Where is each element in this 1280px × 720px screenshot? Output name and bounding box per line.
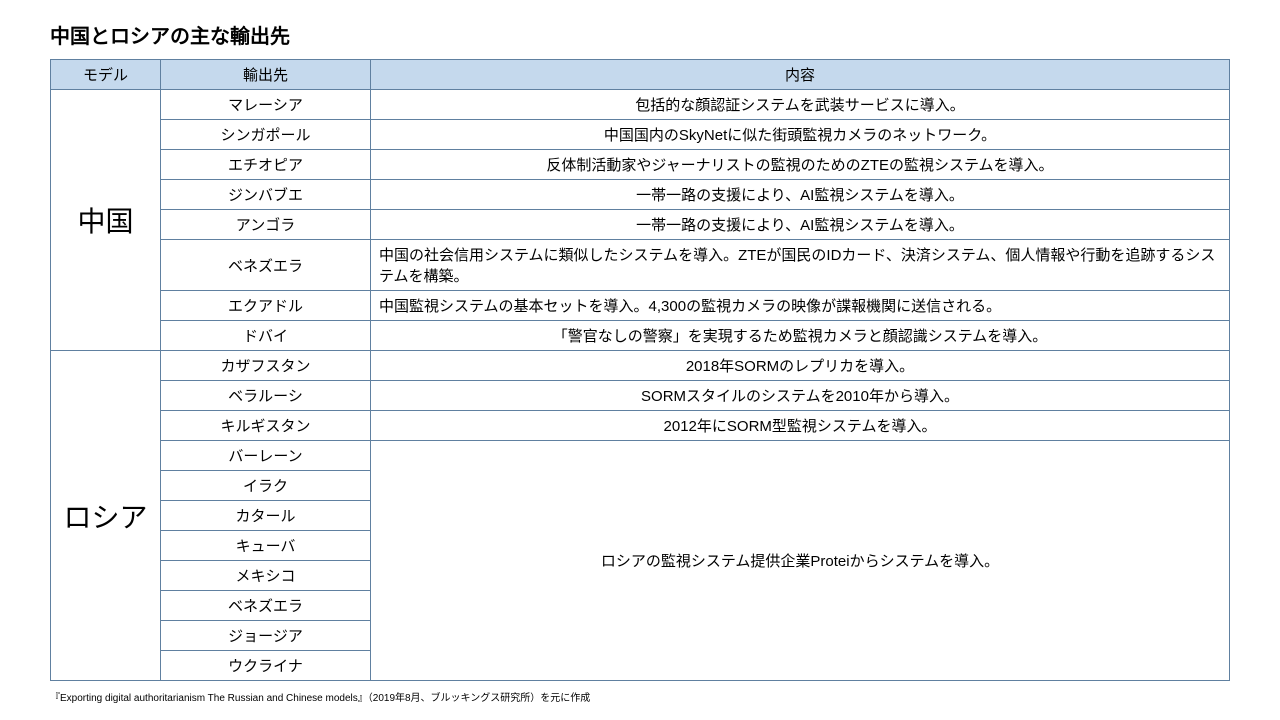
header-row: モデル 輸出先 内容 — [51, 60, 1230, 90]
table-row: ジンバブエ一帯一路の支援により、AI監視システムを導入。 — [51, 180, 1230, 210]
dest-cell: ジョージア — [161, 621, 371, 651]
desc-cell-merged: ロシアの監視システム提供企業Proteiからシステムを導入。 — [371, 441, 1230, 681]
table-row: アンゴラ一帯一路の支援により、AI監視システムを導入。 — [51, 210, 1230, 240]
desc-cell: SORMスタイルのシステムを2010年から導入。 — [371, 381, 1230, 411]
table-row: エチオピア反体制活動家やジャーナリストの監視のためのZTEの監視システムを導入。 — [51, 150, 1230, 180]
desc-cell: 「警官なしの警察」を実現するため監視カメラと顔認識システムを導入。 — [371, 321, 1230, 351]
dest-cell: エクアドル — [161, 291, 371, 321]
model-russia: ロシア — [51, 351, 161, 681]
dest-cell: ベネズエラ — [161, 591, 371, 621]
table-row: ドバイ「警官なしの警察」を実現するため監視カメラと顔認識システムを導入。 — [51, 321, 1230, 351]
dest-cell: アンゴラ — [161, 210, 371, 240]
dest-cell: ベラルーシ — [161, 381, 371, 411]
table-row: シンガポール中国国内のSkyNetに似た街頭監視カメラのネットワーク。 — [51, 120, 1230, 150]
table-row: キルギスタン2012年にSORM型監視システムを導入。 — [51, 411, 1230, 441]
desc-cell: 中国監視システムの基本セットを導入。4,300の監視カメラの映像が諜報機関に送信… — [371, 291, 1230, 321]
dest-cell: エチオピア — [161, 150, 371, 180]
desc-cell: 一帯一路の支援により、AI監視システムを導入。 — [371, 180, 1230, 210]
desc-cell: 中国の社会信用システムに類似したシステムを導入。ZTEが国民のIDカード、決済シ… — [371, 240, 1230, 291]
header-desc: 内容 — [371, 60, 1230, 90]
table-row: 中国マレーシア包括的な顔認証システムを武装サービスに導入。 — [51, 90, 1230, 120]
dest-cell: メキシコ — [161, 561, 371, 591]
dest-cell: カタール — [161, 501, 371, 531]
dest-cell: ドバイ — [161, 321, 371, 351]
dest-cell: バーレーン — [161, 441, 371, 471]
dest-cell: シンガポール — [161, 120, 371, 150]
page-title: 中国とロシアの主な輸出先 — [50, 20, 1230, 49]
dest-cell: ウクライナ — [161, 651, 371, 681]
header-dest: 輸出先 — [161, 60, 371, 90]
desc-cell: 反体制活動家やジャーナリストの監視のためのZTEの監視システムを導入。 — [371, 150, 1230, 180]
source-note: 『Exporting digital authoritarianism The … — [50, 689, 1230, 704]
desc-cell: 包括的な顔認証システムを武装サービスに導入。 — [371, 90, 1230, 120]
desc-cell: 2012年にSORM型監視システムを導入。 — [371, 411, 1230, 441]
desc-cell: 一帯一路の支援により、AI監視システムを導入。 — [371, 210, 1230, 240]
dest-cell: イラク — [161, 471, 371, 501]
table-row: エクアドル中国監視システムの基本セットを導入。4,300の監視カメラの映像が諜報… — [51, 291, 1230, 321]
table-row: ロシアカザフスタン2018年SORMのレプリカを導入。 — [51, 351, 1230, 381]
model-china: 中国 — [51, 90, 161, 351]
header-model: モデル — [51, 60, 161, 90]
desc-cell: 中国国内のSkyNetに似た街頭監視カメラのネットワーク。 — [371, 120, 1230, 150]
dest-cell: ベネズエラ — [161, 240, 371, 291]
table-row: バーレーンロシアの監視システム提供企業Proteiからシステムを導入。 — [51, 441, 1230, 471]
table-row: ベネズエラ中国の社会信用システムに類似したシステムを導入。ZTEが国民のIDカー… — [51, 240, 1230, 291]
dest-cell: カザフスタン — [161, 351, 371, 381]
desc-cell: 2018年SORMのレプリカを導入。 — [371, 351, 1230, 381]
dest-cell: ジンバブエ — [161, 180, 371, 210]
table-row: ベラルーシSORMスタイルのシステムを2010年から導入。 — [51, 381, 1230, 411]
export-table: モデル 輸出先 内容 中国マレーシア包括的な顔認証システムを武装サービスに導入。… — [50, 59, 1230, 681]
dest-cell: キューバ — [161, 531, 371, 561]
dest-cell: マレーシア — [161, 90, 371, 120]
dest-cell: キルギスタン — [161, 411, 371, 441]
